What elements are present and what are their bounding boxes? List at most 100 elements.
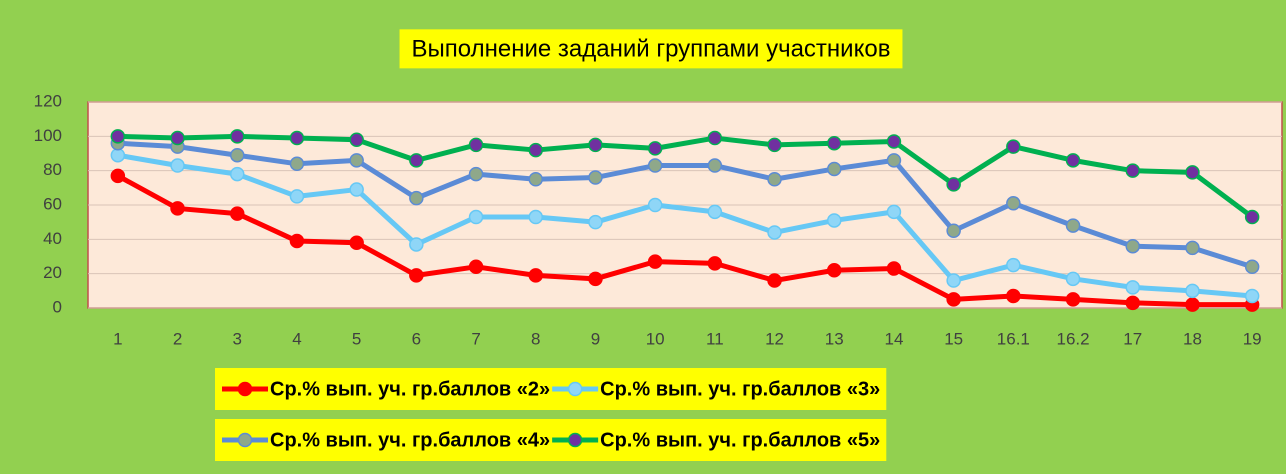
data-point: [289, 130, 305, 146]
x-tick-label: 2: [173, 329, 182, 348]
data-point: [588, 170, 603, 185]
data-point: [588, 137, 603, 153]
data-point: [1244, 209, 1260, 225]
x-tick-label: 3: [233, 329, 242, 348]
x-tick-label: 10: [646, 329, 665, 348]
data-point: [1006, 288, 1021, 304]
data-point: [886, 134, 902, 149]
data-point: [827, 262, 842, 278]
data-point: [827, 135, 842, 151]
x-tick-label: 13: [825, 329, 844, 348]
y-tick-label: 0: [53, 297, 62, 316]
data-point: [289, 156, 305, 172]
y-tick-label: 80: [43, 160, 62, 179]
x-tick-label: 17: [1123, 329, 1142, 348]
data-point: [1006, 139, 1021, 154]
data-point: [1185, 283, 1200, 299]
data-point: [946, 177, 961, 192]
data-point: [349, 235, 364, 251]
data-point: [707, 204, 723, 220]
y-tick-label: 120: [34, 91, 62, 110]
data-point: [528, 268, 543, 283]
data-point: [1065, 153, 1081, 168]
data-point: [886, 153, 902, 168]
data-point: [110, 168, 126, 184]
y-tick-label: 20: [43, 263, 62, 282]
data-point: [707, 256, 723, 271]
data-point: [647, 197, 663, 213]
data-point: [349, 153, 364, 168]
data-point: [1065, 292, 1081, 307]
data-point: [886, 204, 902, 220]
x-tick-label: 4: [292, 329, 301, 348]
data-point: [1006, 196, 1021, 211]
data-point: [528, 209, 543, 225]
data-point: [110, 147, 126, 163]
x-tick-label: 18: [1183, 329, 1202, 348]
x-tick-label: 8: [531, 329, 540, 348]
y-tick-label: 60: [43, 194, 62, 213]
series-line: [117, 152, 1253, 299]
chart-title: Выполнение заданий группами участников: [412, 35, 891, 62]
data-point: [409, 190, 424, 206]
data-point: [1125, 280, 1140, 295]
x-tick-label: 16.1: [997, 329, 1030, 348]
data-point: [409, 237, 424, 252]
data-point: [1244, 288, 1260, 304]
data-point: [1185, 297, 1200, 312]
data-point: [1065, 271, 1081, 287]
data-point: [409, 268, 424, 283]
data-point: [468, 209, 484, 225]
x-tick-label: 6: [412, 329, 421, 348]
series-line: [117, 140, 1253, 270]
legend-swatch-marker: [567, 381, 583, 397]
x-tick-label: 7: [471, 329, 480, 348]
data-point: [647, 141, 663, 156]
data-point: [468, 166, 484, 182]
data-point: [230, 166, 245, 182]
data-point: [767, 225, 782, 240]
data-point: [647, 254, 663, 269]
data-point: [946, 273, 961, 288]
data-point: [1006, 257, 1021, 273]
data-point: [110, 129, 126, 144]
data-point: [230, 147, 245, 163]
data-point: [827, 161, 842, 177]
legend-label: Ср.% вып. уч. гр.баллов «2»: [270, 378, 550, 400]
x-tick-label: 19: [1243, 329, 1262, 348]
data-point: [1125, 295, 1140, 311]
data-point: [289, 233, 305, 249]
title-background: [399, 29, 903, 69]
data-point: [588, 214, 603, 230]
data-point: [588, 271, 603, 287]
data-point: [230, 129, 245, 144]
data-point: [946, 292, 961, 307]
legend-label: Ср.% вып. уч. гр.баллов «3»: [600, 378, 880, 400]
data-point: [946, 223, 961, 238]
data-point: [349, 132, 364, 148]
data-point: [1125, 163, 1140, 178]
data-point: [647, 158, 663, 173]
legend-swatch-marker: [237, 381, 253, 397]
legend-label: Ср.% вып. уч. гр.баллов «5»: [600, 429, 880, 451]
series-line: [117, 133, 1254, 220]
x-tick-label: 14: [884, 329, 903, 348]
data-point: [767, 273, 782, 288]
data-point: [1125, 238, 1140, 254]
series-line: [116, 173, 1253, 308]
data-point: [707, 130, 723, 146]
legend-background: [215, 419, 887, 461]
x-tick-label: 5: [352, 329, 361, 348]
data-point: [767, 137, 782, 153]
data-point: [170, 130, 185, 146]
y-tick-label: 100: [34, 126, 62, 145]
data-point: [707, 158, 723, 173]
legend-swatch-marker: [567, 432, 583, 448]
x-tick-label: 12: [765, 329, 784, 348]
data-point: [528, 142, 543, 158]
x-tick-label: 15: [944, 329, 963, 348]
legend-swatch-marker: [237, 432, 253, 448]
legend-row: Ср.% вып. уч. гр.баллов «2» Ср.% вып. уч.…: [215, 368, 887, 410]
data-point: [1185, 165, 1200, 180]
